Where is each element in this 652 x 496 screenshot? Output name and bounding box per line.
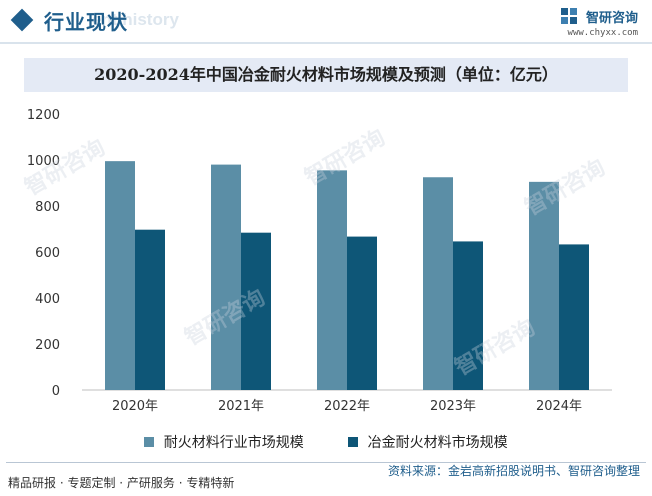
brand-url: www.chyxx.com: [567, 28, 638, 38]
legend-item-metallurgy: 冶金耐火材料市场规模: [348, 432, 508, 452]
x-tick-label: 2023年: [430, 399, 476, 414]
page-header: ent history 行业现状 智研咨询 www.chyxx.com: [0, 0, 652, 46]
brand-name: 智研咨询: [585, 11, 638, 26]
legend-swatch-metallurgy: [348, 437, 359, 447]
y-tick-label: 800: [35, 200, 60, 215]
bar-total-3: [423, 177, 453, 390]
bar-metallurgy-1: [241, 232, 271, 390]
chart-title: 2020-2024年中国冶金耐火材料市场规模及预测（单位：亿元）: [94, 65, 558, 84]
legend: 耐火材料行业市场规模 冶金耐火材料市场规模: [0, 432, 652, 452]
legend-swatch-total: [144, 437, 155, 447]
bar-metallurgy-4: [559, 244, 589, 390]
bar-metallurgy-3: [453, 241, 483, 390]
x-tick-label: 2024年: [536, 399, 582, 414]
header-ghost-text: ent history: [92, 10, 179, 29]
bar-total-2: [317, 170, 347, 390]
footer-services: 精品研报 · 专题定制 · 产研服务 · 专精特新: [8, 476, 235, 490]
x-tick-label: 2020年: [112, 399, 158, 414]
diamond-icon: [10, 8, 34, 32]
bar-chart: 0 200 400 600 800 1000 1200 2020年 2021年 2022年 2023…: [27, 108, 612, 414]
x-tick-label: 2022年: [324, 399, 370, 414]
brand-logo-icon: [560, 7, 577, 24]
y-tick-label: 0: [52, 384, 60, 399]
brand: 智研咨询 www.chyxx.com: [560, 6, 638, 38]
x-tick-label: 2021年: [218, 399, 264, 414]
chart-title-band: 2020-2024年中国冶金耐火材料市场规模及预测（单位：亿元）: [24, 58, 628, 92]
y-tick-label: 200: [35, 338, 60, 353]
legend-label-metallurgy: 冶金耐火材料市场规模: [367, 435, 508, 451]
legend-label-total: 耐火材料行业市场规模: [163, 435, 304, 451]
bar-metallurgy-0: [135, 229, 165, 390]
page-footer: 精品研报 · 专题定制 · 产研服务 · 专精特新 资料来源：金岩高新招股说明书…: [0, 462, 652, 496]
bar-metallurgy-2: [347, 236, 377, 390]
section-title: 行业现状: [44, 10, 128, 34]
bar-total-0: [105, 161, 135, 390]
y-tick-label: 400: [35, 292, 60, 307]
legend-item-total: 耐火材料行业市场规模: [144, 432, 304, 452]
footer-source: 资料来源：金岩高新招股说明书、智研咨询整理: [387, 464, 640, 478]
header-divider: [0, 42, 652, 44]
y-tick-label: 1000: [27, 154, 60, 169]
bar-total-1: [211, 164, 241, 390]
y-tick-label: 1200: [27, 108, 60, 123]
y-tick-label: 600: [35, 246, 60, 261]
footer-divider: [6, 462, 646, 463]
bar-total-4: [529, 181, 559, 390]
